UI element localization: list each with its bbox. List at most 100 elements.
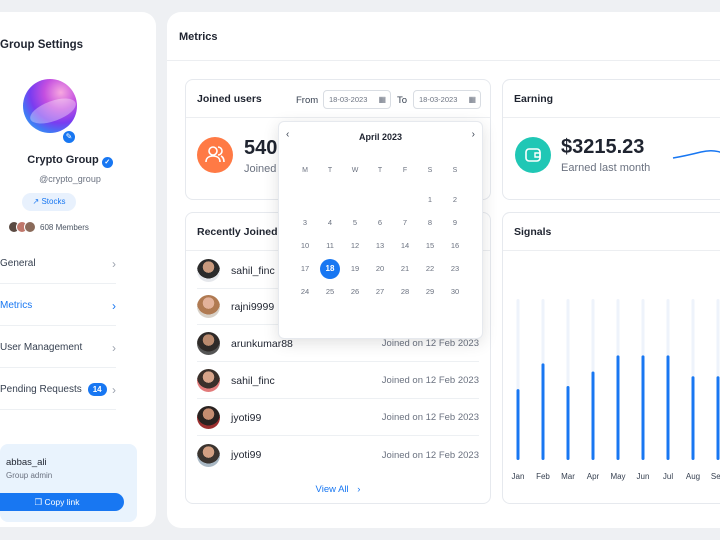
avatar [197,369,220,392]
calendar-day[interactable]: 7 [402,218,408,227]
calendar-day[interactable]: 11 [326,241,334,250]
x-tick-label: May [610,472,626,481]
group-name: Crypto Group ✓ [0,154,140,168]
calendar-day[interactable]: 18 [320,259,340,279]
joined-date: Joined on 12 Feb 2023 [381,449,479,461]
list-item[interactable]: jyoti99 Joined on 12 Feb 2023 [197,437,479,473]
signal-bar[interactable] [641,355,645,460]
calendar-day[interactable]: 30 [450,287,460,296]
signal-bar[interactable] [591,371,595,460]
calendar-day[interactable]: 3 [302,218,308,227]
weekday-label: S [427,167,433,174]
copy-link-button[interactable]: ❐ Copy link [0,493,124,511]
avatar [197,443,220,467]
nav-label: Pending Requests [0,384,82,395]
wallet-icon [515,137,551,173]
calendar-day[interactable]: 13 [375,241,385,250]
group-handle: @crypto_group [39,174,101,184]
calendar-icon: ▦ [378,95,386,104]
list-item[interactable]: sahil_finc Joined on 12 Feb 2023 [197,363,479,399]
view-all-link[interactable]: View All › [186,484,490,495]
calendar-day[interactable]: 4 [327,218,333,227]
calendar-day[interactable]: 26 [350,287,360,296]
list-item[interactable]: arunkumar88 Joined on 12 Feb 2023 [197,326,479,362]
calendar-day[interactable]: 12 [350,241,360,250]
signal-bar[interactable] [716,376,720,460]
earning-card: Earning $3215.23 Earned last month [502,79,720,200]
x-tick-label: Aug [685,472,701,481]
calendar-day[interactable]: 24 [300,287,310,296]
signal-bar[interactable] [666,355,670,460]
divider [186,117,490,118]
calendar-day[interactable]: 6 [377,218,383,227]
calendar-day[interactable]: 20 [375,264,385,273]
signal-bar[interactable] [616,355,620,460]
divider [167,60,720,61]
card-title: Joined users [197,93,262,105]
group-avatar[interactable] [23,79,77,133]
calendar-day[interactable]: 10 [300,241,310,250]
calendar-day[interactable]: 28 [400,287,410,296]
from-date-input[interactable]: 18-03-2023 ▦ [323,90,391,109]
nav-label: User Management [0,342,83,353]
calendar-day[interactable]: 17 [300,264,310,273]
calendar-day[interactable]: 15 [425,241,435,250]
weekday-label: T [377,167,383,174]
members-label: 608 Members [40,222,89,232]
to-date-input[interactable]: 18-03-2023 ▦ [413,90,481,109]
calendar-day[interactable]: 14 [400,241,410,250]
calendar-day[interactable]: 9 [452,218,458,227]
members-count: 608 Members [8,221,89,233]
to-label: To [397,95,408,106]
to-date-value: 18-03-2023 [419,95,458,104]
signal-bar[interactable] [691,376,695,460]
nav-item-metrics[interactable]: Metrics › [0,286,116,326]
pencil-icon[interactable]: ✎ [61,129,77,145]
x-tick-label: Jun [636,472,650,481]
signal-bar[interactable] [516,389,520,460]
calendar-day[interactable]: 1 [427,195,433,204]
calendar-day[interactable]: 23 [450,264,460,273]
calendar-day[interactable]: 29 [425,287,435,296]
calendar-day[interactable]: 19 [350,264,360,273]
nav-item-pending-requests[interactable]: Pending Requests 14 › [0,370,116,410]
chevron-left-icon[interactable]: ‹ [286,129,290,140]
signals-chart [516,299,720,460]
x-tick-label: Mar [561,472,575,481]
card-title: Earning [514,93,554,105]
page-title: Metrics [179,31,218,43]
users-icon [197,137,233,173]
calendar-day[interactable]: 21 [400,264,410,273]
panel-title: Group Settings [0,39,84,51]
divider [503,117,720,118]
calendar-day[interactable]: 2 [452,195,458,204]
list-item[interactable]: sahil_finc [197,253,479,289]
chevron-right-icon: › [112,340,116,355]
tag-pill[interactable]: ↗ Stocks [22,193,76,211]
signal-bar[interactable] [566,385,570,460]
calendar-day[interactable]: 27 [375,287,385,296]
username: sahil_finc [231,374,275,387]
divider [503,250,720,251]
chevron-right-icon[interactable]: › [471,129,475,140]
nav-item-user-management[interactable]: User Management › [0,328,116,368]
avatar [197,259,220,282]
x-tick-label: Sep [710,472,720,481]
list-item[interactable]: jyoti99 Joined on 12 Feb 2023 [197,400,479,436]
signal-bar[interactable] [541,363,545,460]
username: jyoti99 [231,411,262,424]
calendar-day[interactable]: 16 [450,241,460,250]
calendar-day[interactable]: 22 [425,264,435,273]
joined-date: Joined on 12 Feb 2023 [381,412,479,423]
nav-item-general[interactable]: General › [0,244,116,284]
calendar-day[interactable]: 8 [427,218,433,227]
calendar-day[interactable]: 5 [352,218,358,227]
from-date-value: 18-03-2023 [329,95,368,104]
copy-link-label: Copy link [44,497,80,507]
weekday-label: S [452,167,458,174]
admin-card: abbas_ali Group admin ❐ Copy link [0,444,137,522]
view-all-label: View All [315,484,349,495]
weekday-label: T [327,167,333,174]
calendar-day[interactable]: 25 [325,287,335,296]
copy-icon: ❐ [34,497,43,507]
